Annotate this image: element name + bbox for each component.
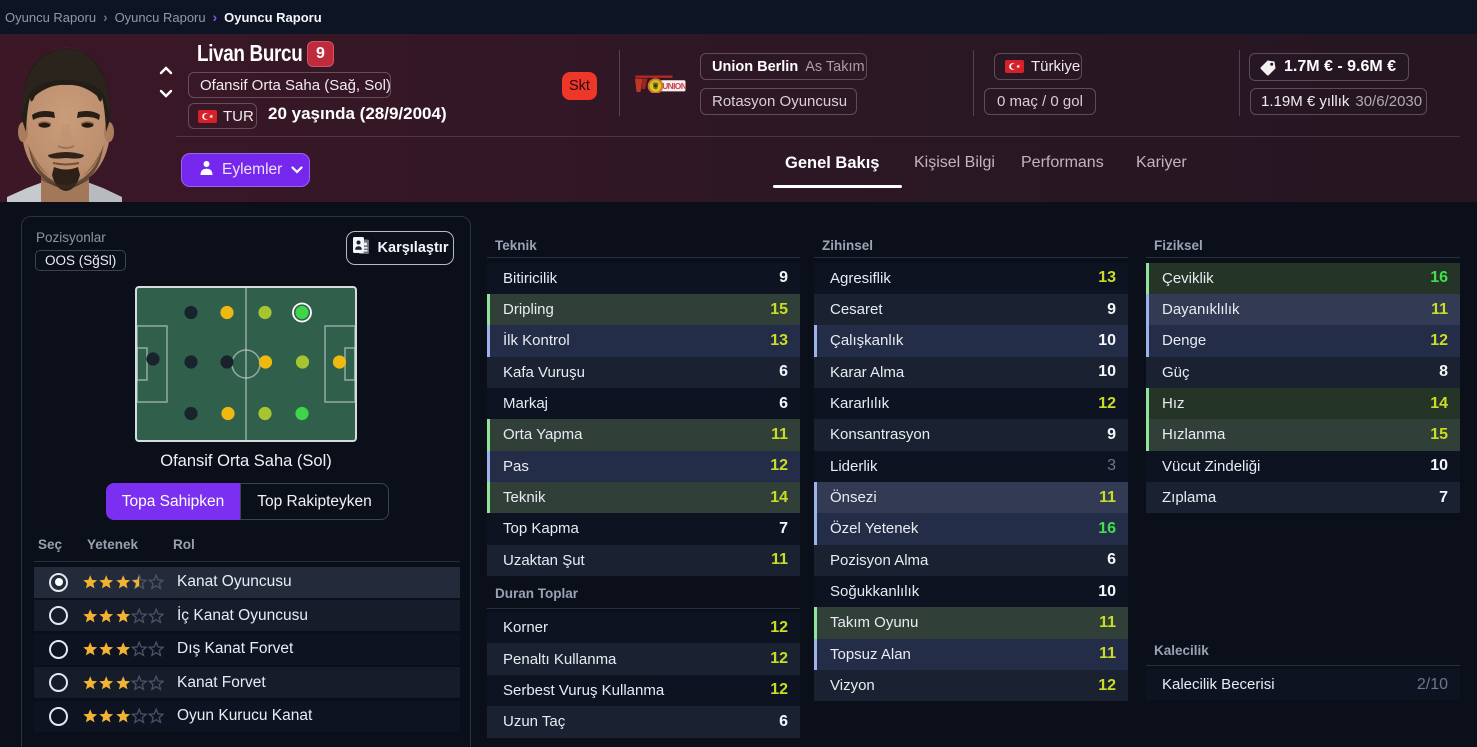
svg-text:UNION: UNION (662, 81, 686, 91)
